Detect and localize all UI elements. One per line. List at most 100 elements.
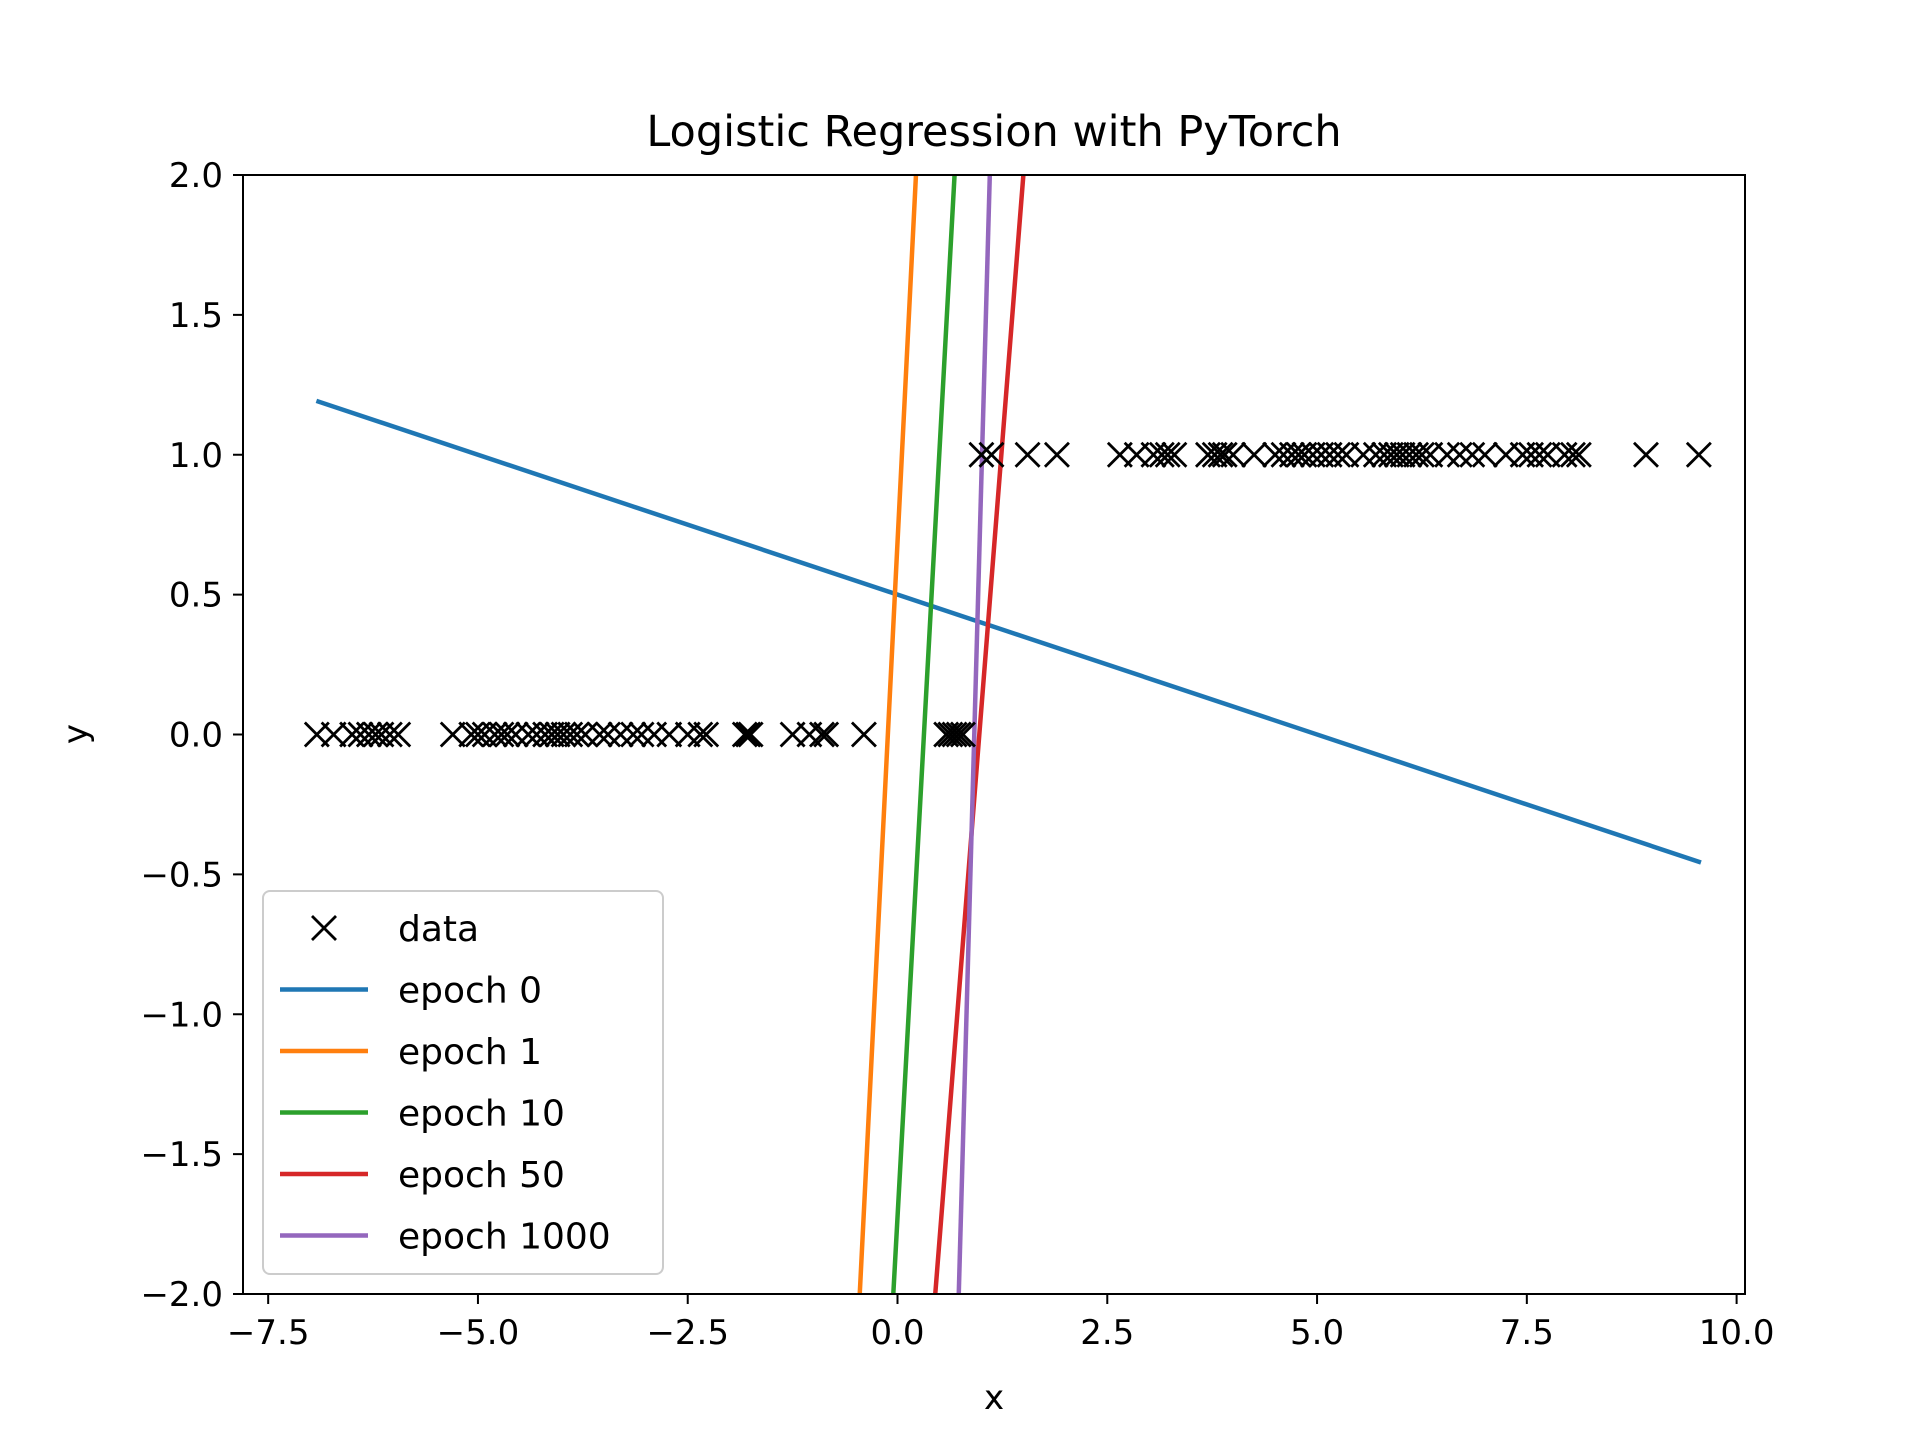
data-point-marker (1220, 441, 1247, 468)
data-point-marker (1377, 441, 1404, 468)
data-point-marker (1154, 441, 1181, 468)
data-point-marker (544, 721, 571, 748)
chart-title: Logistic Regression with PyTorch (646, 107, 1341, 157)
y-tick-label: 1.0 (169, 436, 223, 476)
data-point-marker (538, 721, 565, 748)
data-point-marker (1408, 441, 1435, 468)
series-line-epoch-10 (891, 175, 957, 1294)
data-point-marker (1211, 441, 1238, 468)
data-point-marker (376, 721, 403, 748)
legend-box (262, 890, 664, 1275)
data-point-marker (1446, 441, 1473, 468)
data-point-marker (532, 721, 559, 748)
y-axis-label: y (56, 724, 96, 744)
data-point-marker (1207, 441, 1234, 468)
data-point-marker (1161, 441, 1188, 468)
data-point-marker (1201, 441, 1228, 468)
data-point-marker (1371, 441, 1398, 468)
data-point-marker (502, 721, 529, 748)
data-point-marker (941, 721, 968, 748)
data-point-marker (674, 721, 701, 748)
data-point-marker (737, 721, 764, 748)
data-point-marker (628, 721, 655, 748)
data-point-marker (813, 721, 840, 748)
data-point-marker (850, 721, 877, 748)
y-tick-label: −1.0 (140, 995, 223, 1035)
data-point-marker (937, 721, 964, 748)
data-point-marker (945, 721, 972, 748)
data-point-marker (494, 721, 521, 748)
data-point-marker (385, 721, 412, 748)
data-point-marker (656, 721, 683, 748)
data-point-marker (808, 721, 835, 748)
data-point-marker (968, 441, 995, 468)
legend-label: epoch 1000 (398, 1217, 611, 1258)
x-tick-label: −2.5 (646, 1313, 729, 1353)
y-tick-label: 0.5 (169, 576, 223, 616)
data-point-marker (1471, 441, 1498, 468)
data-markers (303, 441, 1712, 748)
data-point-marker (693, 721, 720, 748)
legend-label: data (398, 909, 479, 950)
data-point-marker (439, 721, 466, 748)
data-point-marker (1350, 441, 1377, 468)
legend-label: epoch 50 (398, 1155, 565, 1196)
y-tick-label: 1.5 (169, 296, 223, 336)
x-tick-label: −7.5 (227, 1313, 310, 1353)
x-tick-label: 5.0 (1290, 1313, 1344, 1353)
data-point-marker (586, 721, 613, 748)
y-tick-label: −2.0 (140, 1275, 223, 1315)
y-tick-label: 0.0 (169, 716, 223, 756)
data-point-marker (595, 721, 622, 748)
data-point-marker (1633, 441, 1659, 468)
data-point-marker (320, 721, 347, 748)
y-tick-label: 2.0 (169, 156, 223, 196)
data-point-marker (1043, 441, 1070, 468)
data-point-marker (1396, 441, 1423, 468)
data-point-marker (1434, 441, 1461, 468)
data-point-marker (607, 721, 634, 748)
legend-label: epoch 10 (398, 1094, 565, 1135)
x-axis: −7.5 −5.0 −2.5 0.0 2.5 5.0 7.5 10.0 (227, 1294, 1775, 1353)
data-point-marker (1278, 441, 1305, 468)
legend-label: epoch 1 (398, 1032, 542, 1073)
data-point-marker (620, 721, 647, 748)
data-point-marker (1559, 441, 1586, 468)
data-point-marker (1148, 441, 1175, 468)
data-point-marker (1014, 441, 1041, 468)
data-point-marker (1389, 441, 1416, 468)
data-point-marker (1565, 441, 1592, 468)
data-point-marker (949, 721, 976, 748)
x-tick-label: −5.0 (437, 1313, 520, 1353)
y-axis: 2.0 1.5 1.0 0.5 0.0 −0.5 −1.0 −1.5 −2.0 (140, 156, 243, 1315)
series-line-epoch-50 (933, 175, 1026, 1294)
x-axis-label: x (984, 1378, 1004, 1418)
data-point-marker (458, 721, 485, 748)
data-point-marker (731, 721, 758, 748)
legend-marker-data (311, 915, 337, 941)
x-tick-label: 10.0 (1699, 1313, 1775, 1353)
x-tick-label: 0.0 (870, 1313, 924, 1353)
y-tick-label: −0.5 (140, 855, 223, 895)
data-point-marker (1459, 441, 1486, 468)
data-point-marker (1241, 441, 1268, 468)
x-tick-label: 2.5 (1080, 1313, 1134, 1353)
data-point-marker (1526, 441, 1553, 468)
x-tick-label: 7.5 (1500, 1313, 1554, 1353)
series-lines (315, 175, 1702, 1294)
data-point-marker (481, 721, 508, 748)
data-point-marker (1325, 441, 1352, 468)
data-point-marker (978, 441, 1005, 468)
data-point-marker (550, 721, 577, 748)
legend-label: epoch 0 (398, 971, 542, 1012)
y-tick-label: −1.5 (140, 1135, 223, 1175)
legend: data epoch 0 epoch 1 epoch 10 epoch 50 epoch … (262, 890, 664, 1275)
data-point-marker (1383, 441, 1410, 468)
data-point-marker (1685, 441, 1712, 468)
data-point-marker (563, 721, 590, 748)
series-line-epoch-1 (857, 175, 919, 1294)
series-line-epoch-0 (315, 398, 1702, 865)
data-point-marker (355, 721, 382, 748)
series-line-epoch-1000 (956, 175, 993, 1294)
